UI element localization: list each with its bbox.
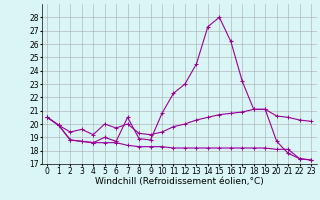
X-axis label: Windchill (Refroidissement éolien,°C): Windchill (Refroidissement éolien,°C) (95, 177, 264, 186)
